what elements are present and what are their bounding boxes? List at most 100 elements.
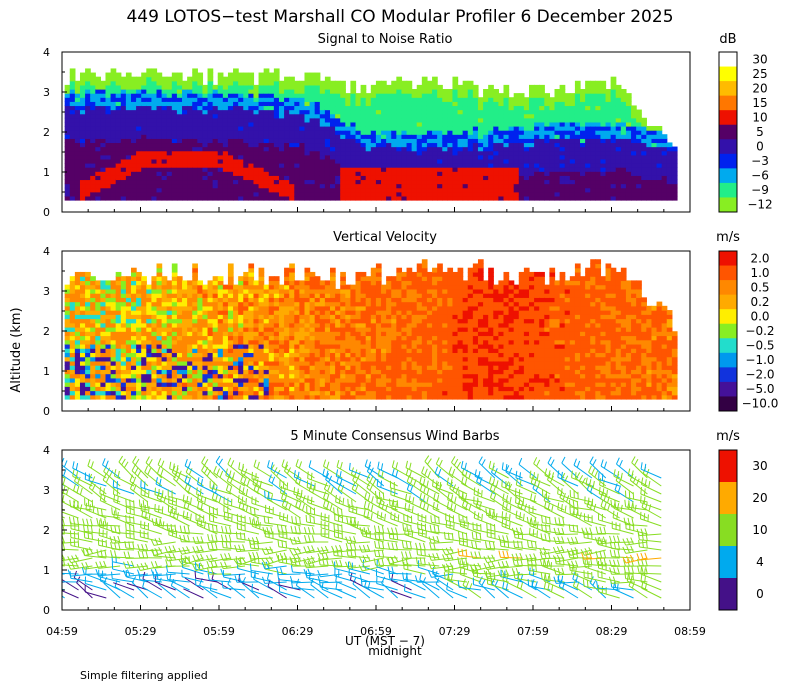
snr-cell [559, 138, 566, 144]
velocity-cell [171, 305, 178, 311]
snr-cell [437, 179, 443, 185]
velocity-cell [227, 267, 234, 273]
snr-cell [426, 126, 433, 131]
velocity-cell [278, 352, 285, 358]
snr-cell [569, 179, 576, 185]
snr-cell [202, 191, 209, 197]
velocity-cell [319, 331, 326, 337]
snr-cell [569, 163, 576, 168]
snr-cell [447, 191, 454, 197]
velocity-cell [278, 293, 285, 298]
snr-cell [370, 101, 377, 107]
snr-cell [447, 187, 454, 193]
snr-cell [273, 163, 280, 168]
snr-cell [411, 150, 418, 156]
snr-cell [452, 171, 459, 176]
snr-cell [212, 117, 219, 123]
snr-cell [365, 138, 372, 144]
snr-cell [74, 97, 81, 102]
snr-cell [176, 109, 183, 115]
snr-cell [197, 171, 204, 176]
snr-cell [74, 183, 81, 189]
snr-cell [319, 109, 326, 115]
velocity-cell [105, 284, 112, 290]
snr-cell [401, 163, 408, 168]
velocity-cell [212, 322, 219, 328]
velocity-cell [187, 348, 193, 354]
snr-cell [64, 187, 71, 193]
snr-cell [651, 158, 658, 164]
snr-cell [585, 187, 591, 193]
velocity-cell [253, 335, 260, 341]
snr-cell [437, 191, 443, 197]
snr-cell [355, 142, 362, 148]
velocity-cell [233, 382, 239, 387]
snr-cell [166, 84, 173, 90]
snr-cell [559, 154, 566, 160]
snr-cell [426, 105, 433, 111]
snr-cell [432, 80, 438, 86]
snr-cell [217, 126, 224, 131]
snr-cell [340, 109, 346, 115]
snr-cell [508, 187, 515, 193]
snr-cell [278, 183, 285, 189]
snr-cell [498, 171, 505, 176]
snr-cell [360, 183, 367, 189]
snr-cell [503, 154, 510, 160]
snr-cell [544, 183, 551, 189]
snr-cell [360, 130, 367, 135]
snr-cell [651, 150, 658, 156]
velocity-cell [166, 394, 173, 400]
snr-cell [115, 117, 122, 123]
velocity-cell [329, 365, 336, 370]
snr-cell [580, 101, 586, 107]
snr-cell [258, 187, 265, 193]
snr-cell [375, 105, 382, 111]
snr-cell [131, 179, 137, 185]
snr-cell [523, 138, 530, 144]
snr-cell [426, 113, 433, 119]
velocity-cell [182, 343, 188, 349]
snr-cell [605, 113, 612, 119]
snr-cell [564, 121, 571, 127]
velocity-cell [278, 339, 285, 345]
snr-cell [125, 80, 132, 86]
velocity-cell [217, 382, 224, 387]
snr-cell [258, 154, 265, 160]
snr-cell [462, 134, 469, 139]
velocity-cell [105, 280, 112, 286]
velocity-cell [85, 280, 91, 286]
velocity-cell [289, 297, 295, 303]
snr-cell [559, 187, 566, 193]
snr-cell [243, 142, 249, 148]
snr-cell [105, 179, 112, 185]
snr-cell [319, 167, 326, 172]
snr-cell [574, 187, 581, 193]
velocity-cell [329, 288, 336, 294]
velocity-cell [115, 369, 122, 375]
velocity-cell [212, 297, 219, 303]
velocity-cell [273, 390, 280, 396]
velocity-cell [171, 271, 178, 277]
snr-cell [437, 113, 443, 119]
snr-cell [227, 195, 234, 201]
snr-cell [131, 134, 137, 139]
snr-cell [284, 171, 290, 176]
snr-cell [447, 138, 454, 144]
velocity-cell [268, 394, 275, 400]
velocity-cell [141, 369, 147, 375]
snr-cell [437, 187, 443, 193]
snr-cell [437, 134, 443, 139]
velocity-cell [151, 352, 158, 358]
snr-cell [625, 138, 632, 144]
snr-cell [590, 146, 596, 152]
snr-cell [324, 109, 331, 115]
snr-cell [370, 146, 377, 152]
snr-cell [498, 163, 505, 168]
snr-cell [528, 138, 535, 144]
snr-cell [340, 134, 346, 139]
snr-cell [233, 93, 239, 98]
snr-cell [426, 84, 433, 90]
snr-cell [559, 130, 566, 135]
snr-cell [166, 113, 173, 119]
